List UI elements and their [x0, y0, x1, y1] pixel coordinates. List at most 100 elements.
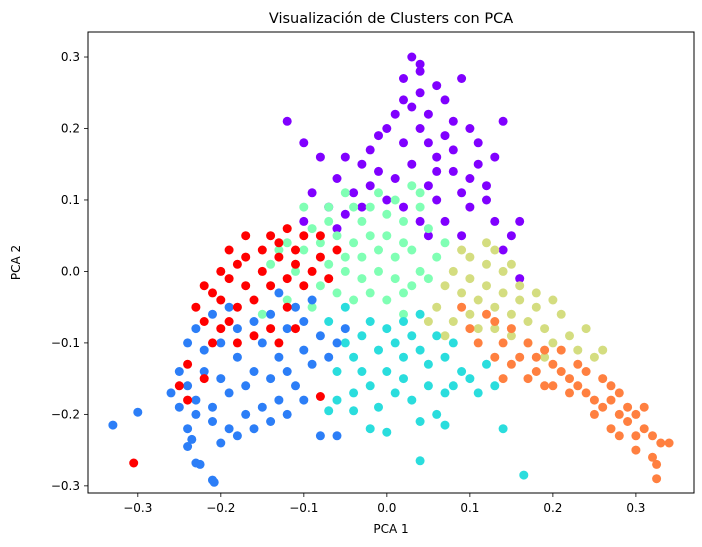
data-point — [307, 224, 317, 234]
data-point — [374, 245, 383, 255]
data-point — [448, 166, 458, 176]
data-point — [598, 374, 608, 384]
data-point — [357, 274, 367, 284]
cluster-4-series — [324, 302, 529, 480]
data-point — [315, 281, 325, 291]
data-point — [652, 459, 662, 469]
data-point — [423, 274, 433, 284]
data-point — [291, 259, 300, 269]
data-point — [490, 317, 500, 326]
data-point — [349, 295, 359, 305]
data-point — [440, 95, 450, 105]
data-point — [399, 95, 408, 105]
data-point — [191, 409, 201, 419]
data-point — [224, 274, 234, 284]
data-point — [291, 324, 300, 334]
data-point — [515, 352, 525, 362]
data-point — [315, 238, 325, 248]
data-point — [324, 216, 334, 226]
data-point — [274, 252, 284, 262]
x-tick-label: −0.1 — [289, 501, 318, 515]
data-point — [473, 138, 483, 148]
data-point — [249, 424, 259, 434]
data-point — [465, 174, 475, 183]
data-point — [498, 374, 508, 384]
data-point — [473, 159, 483, 169]
y-tick-label: −0.1 — [51, 336, 80, 350]
data-point — [415, 456, 425, 466]
data-point — [390, 109, 400, 119]
data-point — [332, 224, 342, 234]
data-point — [174, 402, 184, 412]
data-point — [365, 181, 375, 191]
data-point — [357, 252, 367, 262]
data-point — [565, 374, 574, 384]
data-point — [399, 288, 408, 298]
data-point — [407, 395, 417, 405]
data-point — [407, 52, 417, 62]
data-point — [415, 216, 425, 226]
data-point — [357, 202, 367, 212]
data-point — [332, 288, 342, 298]
data-point — [365, 317, 375, 326]
data-point — [274, 245, 284, 255]
data-point — [183, 359, 193, 369]
data-point — [631, 431, 641, 441]
data-point — [598, 402, 608, 412]
data-point — [448, 338, 458, 348]
x-axis-ticks: −0.3 −0.2 −0.1 0.0 0.1 0.2 0.3 — [123, 493, 645, 515]
data-point — [224, 302, 234, 312]
data-point — [390, 388, 400, 398]
plot-background — [88, 32, 694, 493]
data-point — [382, 209, 392, 219]
data-point — [448, 116, 458, 126]
data-point — [108, 420, 118, 430]
y-tick-label: 0.0 — [61, 264, 80, 278]
data-point — [548, 359, 558, 369]
data-point — [187, 434, 197, 444]
data-point — [274, 288, 284, 298]
data-point — [282, 324, 292, 334]
scatter-points-layer — [108, 52, 674, 487]
data-point — [183, 381, 193, 391]
data-point — [432, 252, 442, 262]
data-point — [440, 352, 450, 362]
data-point — [548, 295, 558, 305]
data-point — [399, 138, 408, 148]
data-point — [490, 245, 500, 255]
data-point — [191, 302, 201, 312]
data-point — [432, 302, 442, 312]
data-point — [374, 266, 383, 276]
data-point — [515, 216, 525, 226]
data-point — [531, 288, 541, 298]
data-point — [540, 345, 550, 355]
data-point — [224, 424, 234, 434]
data-point — [382, 231, 392, 241]
data-point — [448, 145, 458, 155]
data-point — [631, 445, 641, 455]
x-tick-label: 0.1 — [460, 501, 479, 515]
data-point — [224, 388, 234, 398]
data-point — [556, 367, 566, 376]
data-point — [473, 388, 483, 398]
x-axis-label: PCA 1 — [373, 522, 408, 536]
data-point — [415, 309, 425, 319]
data-point — [432, 409, 442, 419]
data-point — [448, 381, 458, 391]
data-point — [457, 367, 467, 376]
data-point — [399, 216, 408, 226]
data-point — [448, 266, 458, 276]
data-point — [365, 145, 375, 155]
data-point — [357, 216, 367, 226]
data-point — [266, 324, 276, 334]
data-point — [208, 417, 217, 426]
data-point — [581, 324, 591, 334]
data-point — [423, 381, 433, 391]
data-point — [332, 231, 342, 241]
data-point — [241, 381, 251, 391]
data-point — [249, 331, 259, 341]
data-point — [208, 288, 217, 298]
data-point — [465, 274, 475, 284]
data-point — [195, 459, 205, 469]
data-point — [639, 402, 649, 412]
